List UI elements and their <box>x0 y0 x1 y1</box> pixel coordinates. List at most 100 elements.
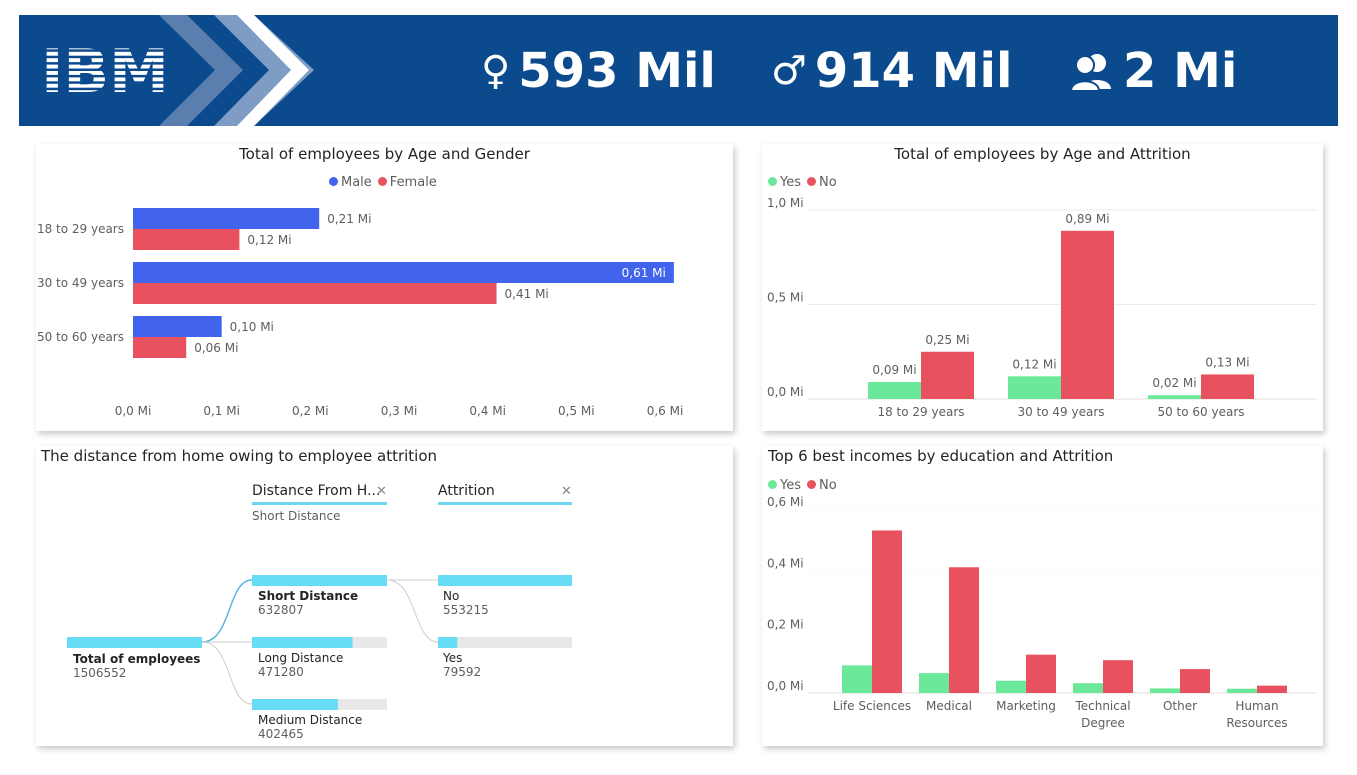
bar-no <box>872 530 902 693</box>
node-bar <box>438 575 572 586</box>
bar-yes <box>1227 688 1257 693</box>
kpi-female-value: 593 Mil <box>518 43 716 99</box>
l1-node-short-label: Short Distance <box>258 589 359 603</box>
bar-yes <box>842 665 872 693</box>
x-tick-label: 30 to 49 years <box>1017 405 1104 419</box>
svg-text:IBM: IBM <box>41 39 169 97</box>
y-tick-label: 1,0 Mi <box>767 196 804 210</box>
x-tick-label: Marketing <box>996 699 1056 713</box>
l2-node-yes-text[interactable]: Yes 79592 <box>443 651 481 679</box>
kpi-female: ♀ 593 Mil <box>481 41 716 101</box>
level2-header-label: Attrition <box>438 483 495 499</box>
x-tick-label: Medical <box>926 699 972 713</box>
panel-age-attrition: Total of employees by Age and Attrition … <box>762 144 1323 431</box>
bar-no <box>1061 230 1114 399</box>
decomposition-title: The distance from home owing to employee… <box>41 447 438 465</box>
tree-link <box>201 579 253 643</box>
data-label: 0,10 Mi <box>230 320 274 334</box>
x-tick-label: 0,5 Mi <box>558 404 595 418</box>
legend-item-female[interactable]: Female <box>377 175 437 190</box>
panel-education-attrition: Top 6 best incomes by education and Attr… <box>762 446 1323 746</box>
legend-item-yes[interactable]: Yes <box>768 478 801 493</box>
y-tick-label: 18 to 29 years <box>37 222 124 236</box>
header-banner: IBM ♀ 593 Mil ♂ 914 Mil 2 Mi <box>19 15 1338 126</box>
level2-header[interactable]: Attrition ✕ <box>438 483 572 505</box>
y-tick-label: 0,5 Mi <box>767 291 804 305</box>
chart-age-attrition: 0,0 Mi 0,5 Mi 1,0 Mi 0,09 Mi 0,25 Mi 18 to 29… <box>767 196 1317 419</box>
root-node-bar <box>67 637 202 648</box>
x-tick-label: Human <box>1235 699 1278 713</box>
legend-item-yes[interactable]: Yes <box>768 175 801 190</box>
chevron-decoration <box>159 15 314 126</box>
tree-link <box>386 579 439 643</box>
l1-node-short-value: 632807 <box>258 603 304 617</box>
data-label: 0,25 Mi <box>925 333 969 347</box>
legend-label-no: No <box>819 478 837 493</box>
level1-header[interactable]: Distance From H... ✕ <box>252 483 387 505</box>
bar-no <box>1103 660 1133 693</box>
legend-label-no: No <box>819 175 837 190</box>
x-tick-label: Technical <box>1074 699 1130 713</box>
x-tick-label: 0,6 Mi <box>647 404 684 418</box>
legend-dot-yes <box>768 177 777 186</box>
bar-yes <box>1008 376 1061 399</box>
x-tick-label: Resources <box>1226 716 1287 730</box>
node-bar <box>252 699 338 710</box>
bar-yes <box>919 673 949 693</box>
data-label: 0,02 Mi <box>1152 376 1196 390</box>
close-icon[interactable]: ✕ <box>561 484 572 499</box>
chart-title: Total of employees by Age and Gender <box>239 145 530 163</box>
level1-header-underline <box>252 502 387 505</box>
x-tick-label: Degree <box>1081 716 1125 730</box>
kpi-male: ♂ 914 Mil <box>771 41 1012 101</box>
male-icon: ♂ <box>771 48 807 94</box>
chart-age-gender: 0,0 Mi 0,1 Mi 0,2 Mi 0,3 Mi 0,4 Mi 0,5 Mi 0,6 … <box>37 208 684 418</box>
legend-item-male[interactable]: Male <box>329 175 372 190</box>
chart-legend: Yes No <box>768 175 843 190</box>
legend-label-yes: Yes <box>780 175 801 190</box>
legend-dot-no <box>807 177 816 186</box>
legend-dot-no <box>807 480 816 489</box>
bar-no <box>921 351 974 399</box>
bar-no <box>1201 374 1254 399</box>
kpi-male-value: 914 Mil <box>814 43 1013 99</box>
node-bar <box>252 637 353 648</box>
legend-dot-female <box>377 177 387 186</box>
chart-education-attrition: 0,0 Mi 0,2 Mi 0,4 Mi 0,6 Mi Life Sciences Med… <box>767 495 1317 730</box>
l1-node-long-text[interactable]: Long Distance 471280 <box>258 651 343 679</box>
bar-yes <box>1148 395 1201 399</box>
root-node-value: 1506552 <box>73 666 127 680</box>
l2-node-yes-label: Yes <box>443 651 463 665</box>
l1-node-medium-text[interactable]: Medium Distance 402465 <box>258 713 362 741</box>
bar-no <box>1026 654 1056 693</box>
data-label: 0,12 Mi <box>247 233 291 247</box>
bar-male <box>133 262 674 283</box>
close-icon[interactable]: ✕ <box>376 484 387 499</box>
y-tick-label: 30 to 49 years <box>37 276 124 290</box>
legend-label-yes: Yes <box>780 478 801 493</box>
bar-female <box>133 229 240 250</box>
root-node-label: Total of employees <box>73 652 201 666</box>
x-tick-label: 0,2 Mi <box>292 404 329 418</box>
level2-header-underline <box>438 502 572 505</box>
l2-node-no-label: No <box>443 589 460 603</box>
legend-item-no[interactable]: No <box>807 175 837 190</box>
level1-header-label: Distance From H... <box>252 483 381 499</box>
bar-yes <box>868 381 921 399</box>
x-tick-label: Life Sciences <box>833 699 911 713</box>
root-node-text[interactable]: Total of employees 1506552 <box>73 652 200 680</box>
tree-link <box>201 641 253 705</box>
x-tick-label: 0,4 Mi <box>469 404 506 418</box>
x-tick-label: 50 to 60 years <box>1157 405 1244 419</box>
ibm-logo: IBM <box>41 39 169 97</box>
legend-dot-male <box>329 177 338 186</box>
bar-female <box>133 337 187 358</box>
legend-item-no[interactable]: No <box>807 478 837 493</box>
l2-node-no-text[interactable]: No 553215 <box>443 589 489 617</box>
kpi-total: 2 Mi <box>1069 41 1237 101</box>
l1-node-medium-label: Medium Distance <box>258 713 363 727</box>
l1-node-long-value: 471280 <box>258 665 304 679</box>
panel-distance-decomposition: The distance from home owing to employee… <box>36 446 733 746</box>
bar-yes <box>1150 688 1180 693</box>
l1-node-short-text[interactable]: Short Distance 632807 <box>258 589 358 617</box>
